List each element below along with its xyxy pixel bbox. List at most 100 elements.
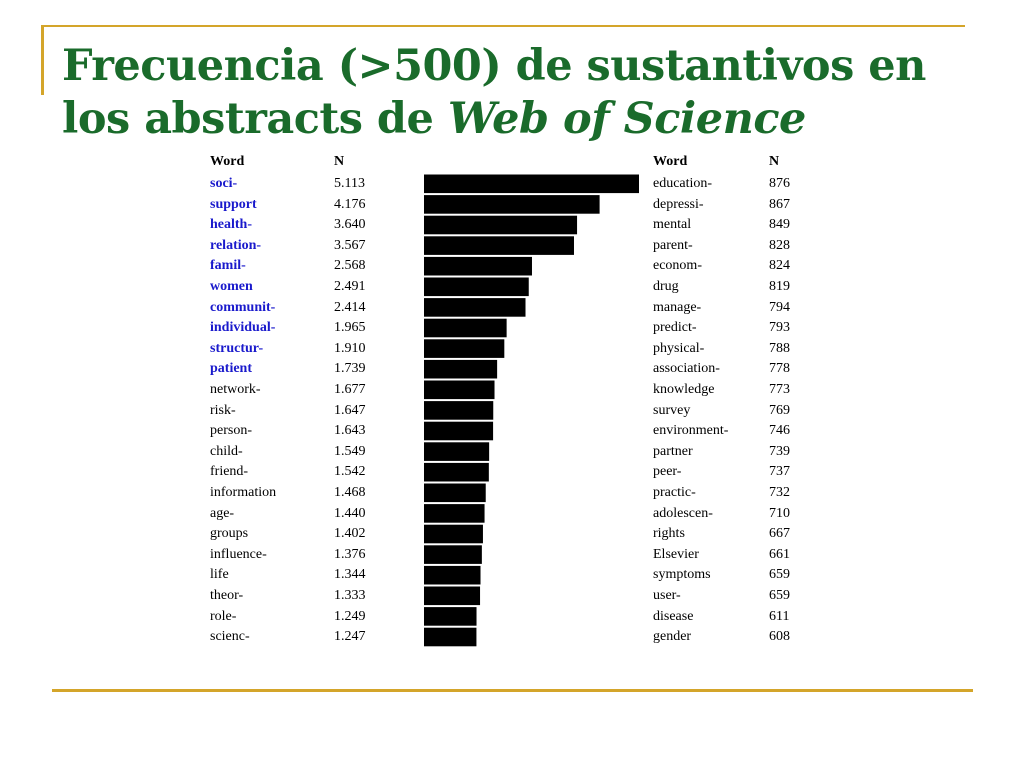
right_table-n-7: 793 [769,320,790,336]
left_table-word-10: network- [210,382,261,397]
left_table-word-19: life [210,567,229,583]
bar-age- [424,504,485,523]
left_table-word-16: age- [210,505,235,521]
bar-structur- [424,339,505,358]
left_table-word-4: famil- [210,258,246,274]
bar-individual- [424,318,507,338]
accent-vertical-rule [41,25,44,95]
right_table-n-17: 667 [769,526,790,542]
bar-patient [424,359,498,379]
accent-top-rule [41,25,965,27]
right_table-n-20: 659 [769,588,790,603]
right_table-word-8: physical- [653,340,705,356]
right_table-word-14: peer- [653,464,682,480]
left-header-n: N [334,154,345,169]
bar-person- [424,421,494,441]
right_table-word-5: drug [653,279,679,294]
left_table-word-2: health- [210,217,252,233]
right_table-n-4: 824 [769,258,790,274]
bar-influence- [424,545,482,564]
bar-support [424,195,600,214]
bar-health- [424,215,578,235]
left_table-word-5: women [210,279,253,294]
left_table-n-10: 1.677 [334,382,366,397]
left_table-word-1: support [210,196,257,212]
left_table-word-15: information [210,485,277,500]
left_table-n-17: 1.402 [334,526,366,542]
right_table-n-10: 773 [769,382,790,397]
right_table-n-9: 778 [769,361,790,377]
right-header-n: N [769,154,780,169]
left_table-word-3: relation- [210,237,262,253]
left_table-word-7: individual- [210,320,276,336]
right_table-word-22: gender [653,629,692,645]
bar-friend- [424,462,489,482]
left_table-word-13: child- [210,443,243,459]
left_table-word-14: friend- [210,464,249,480]
left_table-n-1: 4.176 [334,196,366,212]
right_table-word-13: partner [653,443,693,459]
right_table-word-19: symptoms [653,567,711,583]
left_table-n-11: 1.647 [334,402,366,418]
right_table-word-7: predict- [653,320,697,336]
left_table-word-0: soci- [210,176,238,191]
bar-role- [424,607,477,626]
right_table-n-18: 661 [769,546,790,562]
bar-relation- [424,236,574,255]
right_table-word-1: depressi- [653,196,704,212]
right_table-word-15: practic- [653,485,696,500]
right_table-n-3: 828 [769,237,790,253]
right_table-n-6: 794 [769,299,790,315]
right_table-word-12: environment- [653,423,729,439]
right_table-n-1: 867 [769,196,790,212]
right_table-word-9: association- [653,361,720,377]
right_table-n-0: 876 [769,176,790,191]
left_table-n-15: 1.468 [334,485,366,500]
title-line-2: los abstracts de Web of Science [62,93,962,146]
left_table-n-13: 1.549 [334,443,366,459]
left_table-n-18: 1.376 [334,546,366,562]
right_table-word-18: Elsevier [653,546,699,562]
left_table-n-5: 2.491 [334,279,366,294]
right_table-word-6: manage- [653,299,702,315]
left_table-n-0: 5.113 [334,176,365,191]
right_table-word-4: econom- [653,258,702,274]
left_table-n-2: 3.640 [334,217,366,233]
left_table-word-12: person- [210,423,252,439]
right_table-word-3: parent- [653,237,693,253]
right_table-n-2: 849 [769,217,790,233]
left_table-word-11: risk- [210,402,236,418]
right_table-n-14: 737 [769,464,790,480]
left_table-n-22: 1.247 [334,629,366,645]
right_table-word-0: education- [653,176,713,191]
right_table-n-8: 788 [769,340,790,356]
right_table-word-21: disease [653,608,694,624]
bar-groups [424,524,483,544]
left_table-n-14: 1.542 [334,464,366,480]
bar-information [424,483,486,503]
right_table-word-16: adolescen- [653,505,713,521]
right_table-word-10: knowledge [653,382,715,397]
right_table-n-12: 746 [769,423,790,439]
right_table-n-15: 732 [769,485,790,500]
title-line-1: Frecuencia (>500) de sustantivos en [62,41,926,91]
right_table-n-16: 710 [769,505,790,521]
left_table-n-4: 2.568 [334,258,366,274]
bar-famil- [424,256,532,276]
bar-women [424,277,529,297]
accent-bottom-rule [52,689,973,692]
right_table-word-2: mental [653,217,692,233]
left_table-n-19: 1.344 [334,567,366,583]
left_table-n-12: 1.643 [334,423,366,439]
bar-network- [424,380,495,400]
bar-soci- [424,174,639,194]
left_table-word-17: groups [210,526,249,542]
left_table-word-21: role- [210,608,237,624]
left_table-word-6: communit- [210,299,276,315]
left_table-n-20: 1.333 [334,588,366,603]
right_table-word-17: rights [653,526,685,542]
bar-theor- [424,586,481,606]
right_table-n-5: 819 [769,279,790,294]
right_table-n-22: 608 [769,629,790,645]
right_table-n-13: 739 [769,443,790,459]
